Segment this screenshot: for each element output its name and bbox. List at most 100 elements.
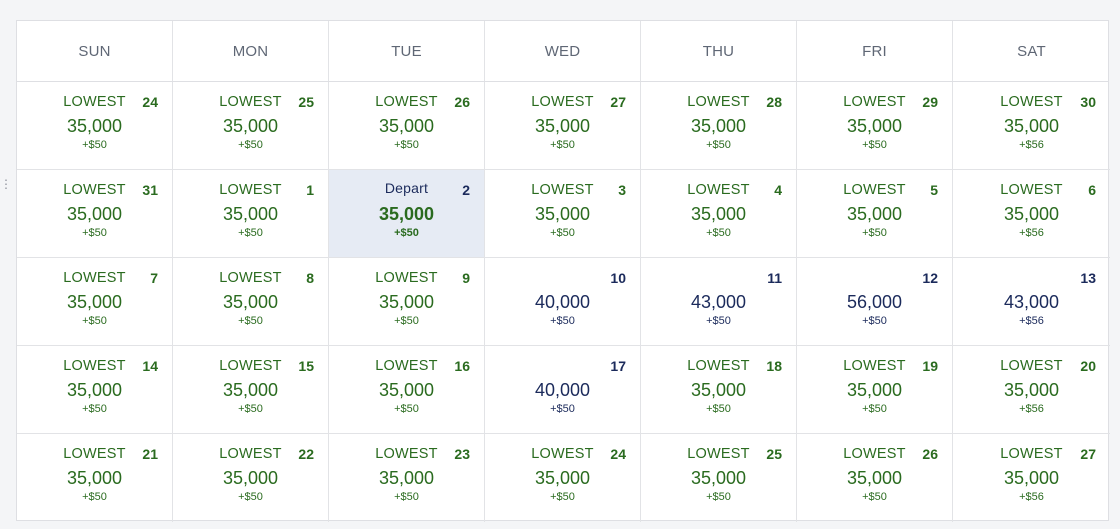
lowest-badge: LOWEST: [687, 94, 750, 110]
calendar-day[interactable]: 25 LOWEST 35,000 +$50: [173, 82, 329, 170]
weekday-thu: THU: [641, 21, 797, 81]
fare-info: LOWEST 35,000 +$50: [485, 182, 640, 240]
calendar-day[interactable]: 1 LOWEST 35,000 +$50: [173, 170, 329, 258]
calendar-day[interactable]: 17 40,000 +$50: [485, 346, 641, 434]
calendar-day[interactable]: 27 LOWEST 35,000 +$56: [953, 434, 1110, 522]
calendar-day[interactable]: 24 LOWEST 35,000 +$50: [485, 434, 641, 522]
calendar-day[interactable]: 23 LOWEST 35,000 +$50: [329, 434, 485, 522]
fare-info: LOWEST 35,000 +$50: [173, 270, 328, 328]
calendar-day[interactable]: 21 LOWEST 35,000 +$50: [17, 434, 173, 522]
fare-info: LOWEST 35,000 +$56: [953, 94, 1110, 152]
fare-info: 40,000 +$50: [485, 270, 640, 328]
calendar-day[interactable]: 15 LOWEST 35,000 +$50: [173, 346, 329, 434]
day-number: 31: [142, 182, 158, 198]
fare-info: LOWEST 35,000 +$50: [485, 94, 640, 152]
calendar-day[interactable]: 3 LOWEST 35,000 +$50: [485, 170, 641, 258]
calendar-day[interactable]: 9 LOWEST 35,000 +$50: [329, 258, 485, 346]
day-number: 25: [298, 94, 314, 110]
miles-price: 35,000: [690, 204, 747, 224]
calendar-day[interactable]: 4 LOWEST 35,000 +$50: [641, 170, 797, 258]
day-number: 23: [454, 446, 470, 462]
calendar-day[interactable]: 28 LOWEST 35,000 +$50: [641, 82, 797, 170]
lowest-badge: [485, 358, 640, 375]
fare-info: LOWEST 35,000 +$56: [953, 446, 1110, 504]
fare-info: LOWEST 35,000 +$50: [797, 182, 952, 240]
calendar-day[interactable]: 19 LOWEST 35,000 +$50: [797, 346, 953, 434]
fare-info: LOWEST 35,000 +$56: [953, 182, 1110, 240]
fee-amount: +$50: [238, 403, 263, 415]
calendar-day[interactable]: 10 40,000 +$50: [485, 258, 641, 346]
lowest-badge: LOWEST: [375, 94, 438, 110]
day-number: 12: [922, 270, 938, 286]
day-number: 26: [922, 446, 938, 462]
miles-price: 35,000: [534, 204, 591, 224]
calendar-day[interactable]: 14 LOWEST 35,000 +$50: [17, 346, 173, 434]
calendar-day[interactable]: 29 LOWEST 35,000 +$50: [797, 82, 953, 170]
calendar-day[interactable]: 24 LOWEST 35,000 +$50: [17, 82, 173, 170]
fare-info: LOWEST 35,000 +$50: [17, 270, 172, 328]
day-number: 26: [454, 94, 470, 110]
calendar-day[interactable]: 13 43,000 +$56: [953, 258, 1110, 346]
miles-price: 35,000: [1003, 380, 1060, 400]
day-number: 24: [610, 446, 626, 462]
miles-price: 35,000: [222, 468, 279, 488]
lowest-badge: LOWEST: [375, 358, 438, 374]
calendar-day[interactable]: 26 LOWEST 35,000 +$50: [797, 434, 953, 522]
lowest-badge: LOWEST: [219, 446, 282, 462]
calendar-day[interactable]: 31 LOWEST 35,000 +$50: [17, 170, 173, 258]
lowest-badge: LOWEST: [843, 446, 906, 462]
fee-amount: +$50: [706, 403, 731, 415]
fee-amount: +$50: [550, 315, 575, 327]
weekday-fri: FRI: [797, 21, 953, 81]
calendar-day[interactable]: 5 LOWEST 35,000 +$50: [797, 170, 953, 258]
fee-amount: +$50: [82, 227, 107, 239]
fee-amount: +$50: [550, 139, 575, 151]
calendar-day[interactable]: 20 LOWEST 35,000 +$56: [953, 346, 1110, 434]
lowest-badge: LOWEST: [843, 182, 906, 198]
miles-price: 40,000: [534, 380, 591, 400]
fee-amount: +$50: [82, 315, 107, 327]
miles-price: 35,000: [66, 204, 123, 224]
calendar-day[interactable]: 30 LOWEST 35,000 +$56: [953, 82, 1110, 170]
lowest-badge: LOWEST: [63, 270, 126, 286]
calendar-day[interactable]: 27 LOWEST 35,000 +$50: [485, 82, 641, 170]
lowest-badge: LOWEST: [687, 446, 750, 462]
day-number: 18: [766, 358, 782, 374]
calendar-day[interactable]: 6 LOWEST 35,000 +$56: [953, 170, 1110, 258]
calendar-day[interactable]: 12 56,000 +$50: [797, 258, 953, 346]
lowest-badge: LOWEST: [843, 358, 906, 374]
weekday-sun: SUN: [17, 21, 173, 81]
fee-amount: +$50: [706, 227, 731, 239]
lowest-badge: LOWEST: [531, 182, 594, 198]
lowest-badge: LOWEST: [63, 446, 126, 462]
calendar-day[interactable]: 22 LOWEST 35,000 +$50: [173, 434, 329, 522]
lowest-badge: LOWEST: [375, 270, 438, 286]
lowest-badge: LOWEST: [219, 94, 282, 110]
miles-price: 35,000: [690, 116, 747, 136]
fare-info: LOWEST 35,000 +$50: [17, 358, 172, 416]
calendar-day[interactable]: 26 LOWEST 35,000 +$50: [329, 82, 485, 170]
day-number: 17: [610, 358, 626, 374]
lowest-badge: LOWEST: [63, 94, 126, 110]
calendar-day-selected[interactable]: 2 Depart 35,000 +$50: [329, 170, 485, 258]
lowest-badge: LOWEST: [531, 446, 594, 462]
lowest-badge: LOWEST: [687, 358, 750, 374]
weekday-sat: SAT: [1017, 42, 1046, 60]
calendar-day[interactable]: 11 43,000 +$50: [641, 258, 797, 346]
fee-amount: +$50: [862, 139, 887, 151]
fare-info: LOWEST 35,000 +$50: [329, 270, 484, 328]
left-edge-handle: ⋮: [0, 177, 12, 191]
lowest-badge: LOWEST: [1000, 446, 1063, 462]
weekday-header: SUN MON TUE WED THU FRI SAT: [17, 21, 1108, 82]
fare-info: LOWEST 35,000 +$50: [797, 94, 952, 152]
day-number: 21: [142, 446, 158, 462]
calendar-day[interactable]: 18 LOWEST 35,000 +$50: [641, 346, 797, 434]
calendar-day[interactable]: 25 LOWEST 35,000 +$50: [641, 434, 797, 522]
miles-price: 35,000: [1003, 204, 1060, 224]
calendar-day[interactable]: 7 LOWEST 35,000 +$50: [17, 258, 173, 346]
calendar-day[interactable]: 16 LOWEST 35,000 +$50: [329, 346, 485, 434]
calendar-day[interactable]: 8 LOWEST 35,000 +$50: [173, 258, 329, 346]
miles-price: 56,000: [846, 292, 903, 312]
fare-info: LOWEST 35,000 +$50: [329, 358, 484, 416]
fare-info: LOWEST 35,000 +$50: [173, 446, 328, 504]
